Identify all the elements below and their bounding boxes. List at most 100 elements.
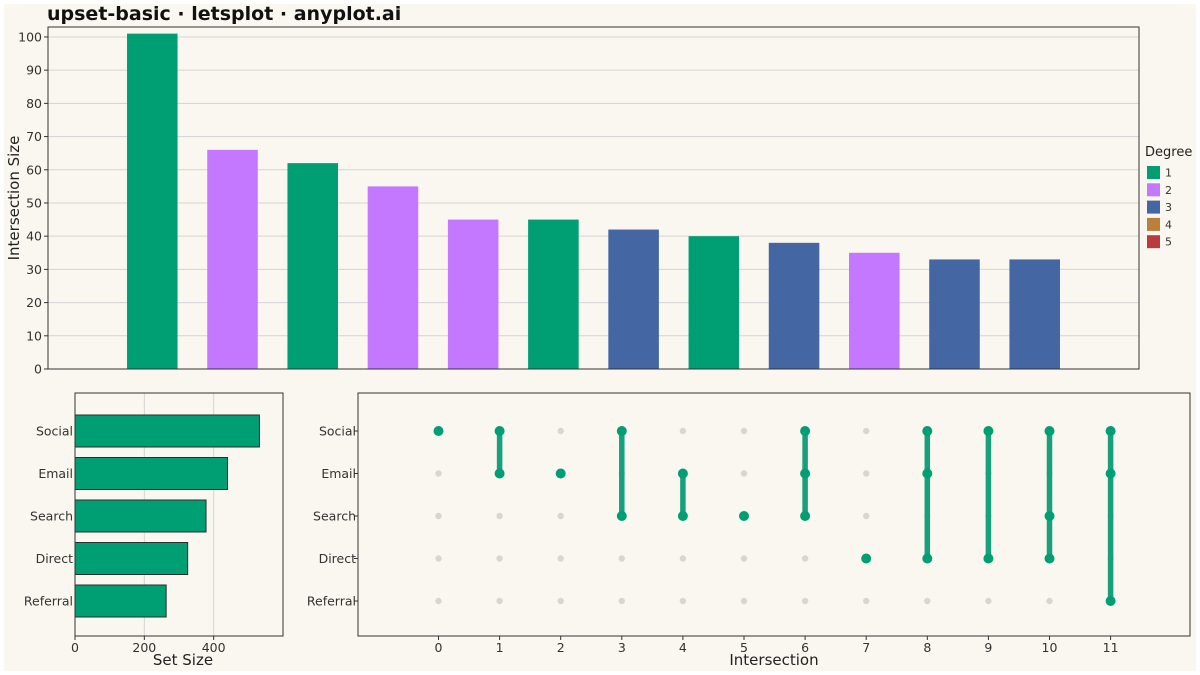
legend-swatch bbox=[1147, 166, 1160, 179]
x-tick-label: 9 bbox=[984, 640, 992, 655]
set-label: Search bbox=[30, 509, 73, 524]
legend-label: 5 bbox=[1165, 236, 1172, 249]
matrix-set-label: Search bbox=[313, 509, 356, 524]
x-tick-label: 0 bbox=[435, 640, 443, 655]
y-tick-label: 90 bbox=[26, 63, 42, 78]
legend-swatch bbox=[1147, 217, 1160, 231]
y-tick-label: 50 bbox=[26, 195, 42, 210]
matrix-set-label: Social bbox=[319, 424, 356, 439]
matrix-dot-active bbox=[433, 426, 444, 436]
intersection-bar bbox=[528, 219, 579, 369]
set-label: Email bbox=[38, 466, 73, 481]
matrix-dot-active bbox=[739, 511, 749, 521]
set-size-bar bbox=[74, 414, 260, 448]
x-tick-label: 11 bbox=[1103, 640, 1119, 655]
matrix-dot-inactive bbox=[496, 555, 503, 562]
matrix-dot-inactive bbox=[740, 470, 748, 477]
x-tick-label: 400 bbox=[202, 640, 226, 655]
matrix-dot-active bbox=[800, 426, 811, 436]
matrix-dot-inactive bbox=[435, 597, 442, 605]
matrix-dot-active bbox=[494, 468, 505, 479]
matrix-dot-active bbox=[1044, 511, 1055, 521]
matrix-dot-inactive bbox=[435, 555, 442, 562]
matrix-dot-active bbox=[861, 553, 872, 564]
x-tick-label: 0 bbox=[71, 640, 79, 655]
matrix-dot-inactive bbox=[679, 427, 687, 435]
x-tick-label: 1 bbox=[496, 640, 504, 655]
matrix-dot-active bbox=[1044, 426, 1055, 436]
matrix-dot-inactive bbox=[863, 427, 870, 435]
top-panel-frame bbox=[47, 26, 1140, 370]
legend-swatch bbox=[1147, 200, 1160, 214]
y-tick-label: 20 bbox=[26, 295, 42, 310]
matrix-dot-active bbox=[800, 511, 811, 521]
x-tick-label: 10 bbox=[1042, 640, 1058, 655]
matrix-dot-inactive bbox=[740, 427, 748, 435]
matrix-dot-active bbox=[616, 426, 627, 436]
matrix-panel-frame bbox=[357, 392, 1191, 637]
legend-swatch bbox=[1147, 235, 1160, 249]
intersection-bar bbox=[768, 242, 820, 369]
set-label: Social bbox=[36, 424, 73, 439]
matrix-dot-inactive bbox=[557, 597, 564, 605]
set-size-panel: 0 200 400 Social Email Search Direct Referral Se… bbox=[24, 392, 284, 669]
intersection-bar bbox=[127, 33, 178, 369]
matrix-dot-active bbox=[983, 553, 994, 564]
x-axis-title: Set Size bbox=[153, 651, 213, 669]
intersection-bar bbox=[367, 186, 419, 369]
matrix-dot-inactive bbox=[801, 555, 809, 562]
matrix-dot-active bbox=[922, 553, 933, 564]
matrix-dot-active bbox=[677, 468, 688, 479]
set-label: Direct bbox=[36, 551, 74, 566]
matrix-dot-inactive bbox=[435, 470, 442, 477]
matrix-dot-inactive bbox=[740, 597, 748, 605]
matrix-dot-inactive bbox=[496, 512, 503, 520]
y-tick-label: 60 bbox=[26, 162, 42, 177]
intersection-bar bbox=[1009, 259, 1060, 369]
matrix-dot-inactive bbox=[496, 597, 503, 605]
intersection-bar bbox=[849, 252, 900, 369]
chart-title: upset-basic · letsplot · anyplot.ai bbox=[47, 3, 402, 25]
y-tick-label: 0 bbox=[34, 362, 42, 377]
set-size-bar bbox=[74, 542, 189, 575]
intersection-matrix-panel: Social Email Search Direct Referral 0 1 2 3 4 5 6 7 8… bbox=[307, 392, 1191, 669]
x-tick-label: 3 bbox=[618, 640, 626, 655]
y-tick-label: 100 bbox=[18, 29, 42, 44]
figure-background bbox=[4, 4, 1196, 671]
matrix-dot-active bbox=[494, 426, 505, 436]
matrix-dot-inactive bbox=[863, 470, 870, 477]
matrix-dot-inactive bbox=[557, 427, 564, 435]
matrix-dot-inactive bbox=[557, 555, 564, 562]
matrix-dot-active bbox=[800, 468, 811, 479]
matrix-dot-inactive bbox=[679, 555, 687, 562]
y-axis-title: Intersection Size bbox=[5, 136, 23, 261]
matrix-dot-inactive bbox=[985, 597, 992, 605]
y-tick-label: 80 bbox=[26, 96, 42, 111]
matrix-dot-active bbox=[616, 511, 627, 521]
legend-title: Degree bbox=[1145, 145, 1192, 160]
intersection-bar bbox=[287, 163, 338, 369]
matrix-dot-active bbox=[1105, 468, 1116, 479]
intersection-bar bbox=[688, 236, 740, 369]
matrix-dot-active bbox=[1044, 553, 1055, 564]
matrix-dot-inactive bbox=[863, 597, 870, 605]
matrix-set-label: Direct bbox=[319, 551, 357, 566]
set-size-bar bbox=[74, 499, 207, 533]
intersection-bar bbox=[929, 259, 980, 369]
legend-label: 2 bbox=[1165, 184, 1172, 197]
set-size-bar bbox=[74, 457, 229, 490]
matrix-dot-inactive bbox=[1046, 597, 1053, 605]
x-tick-label: 8 bbox=[923, 640, 931, 655]
intersection-bar bbox=[608, 229, 659, 369]
legend-label: 3 bbox=[1165, 201, 1172, 214]
legend-label: 1 bbox=[1165, 167, 1172, 180]
intersection-bar bbox=[207, 149, 258, 369]
x-axis-title: Intersection bbox=[729, 651, 818, 669]
matrix-dot-inactive bbox=[801, 597, 809, 605]
y-tick-label: 70 bbox=[26, 129, 42, 144]
matrix-dot-active bbox=[1105, 426, 1116, 436]
y-tick-label: 10 bbox=[26, 328, 42, 343]
x-tick-label: 2 bbox=[557, 640, 565, 655]
set-size-bar bbox=[74, 584, 167, 618]
